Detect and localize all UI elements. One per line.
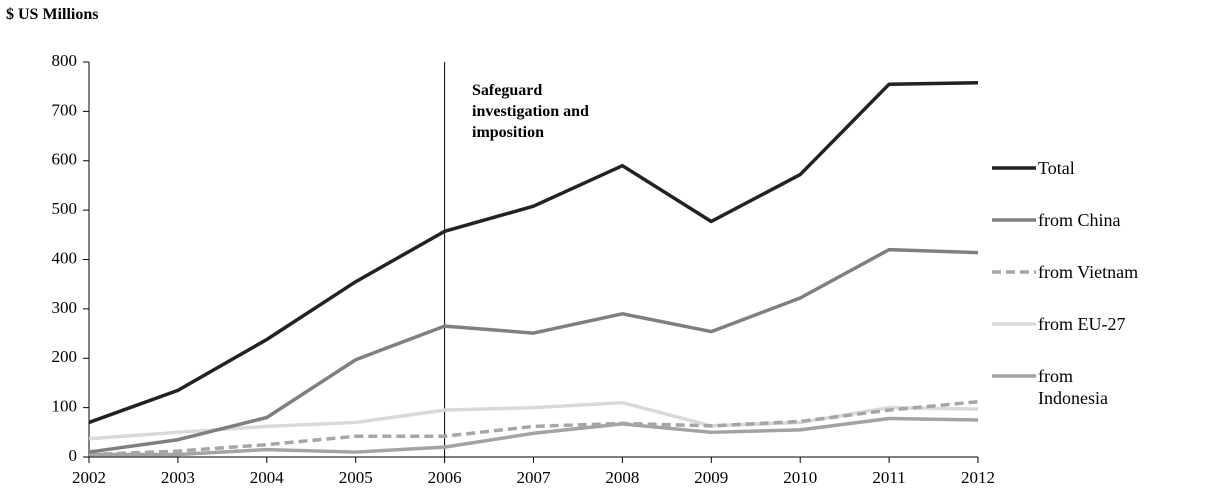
series-line <box>88 247 979 454</box>
annotation: Safeguard investigation and imposition <box>472 82 589 141</box>
y-tick-label: 700 <box>52 100 78 119</box>
y-tick-label: 400 <box>52 248 78 267</box>
x-tick-label: 2003 <box>161 468 195 487</box>
x-tick-label: 2012 <box>961 468 995 487</box>
x-tick-label: 2011 <box>872 468 905 487</box>
y-tick-label: 100 <box>52 397 78 416</box>
x-tick-label: 2004 <box>250 468 285 487</box>
series-line <box>89 416 979 457</box>
legend-item: from Vietnam <box>990 261 1138 313</box>
legend-item: from EU-27 <box>990 313 1138 365</box>
x-tick-label: 2006 <box>428 468 462 487</box>
x-tick-label: 2008 <box>605 468 639 487</box>
legend-item: from China <box>990 209 1138 261</box>
legend-label: from Indonesia <box>1038 366 1108 408</box>
legend-item: from Indonesia <box>990 365 1138 417</box>
legend-item: Total <box>990 157 1138 209</box>
legend-swatch <box>992 218 1036 222</box>
legend-label: Total <box>1038 158 1075 178</box>
y-tick-label: 300 <box>52 298 78 317</box>
x-tick-label: 2009 <box>694 468 728 487</box>
y-axis-label: $ US Millions <box>6 6 99 23</box>
legend-swatch <box>992 374 1036 378</box>
y-tick-label: 600 <box>52 150 78 169</box>
legend-swatch <box>992 270 1036 274</box>
legend-swatch <box>992 322 1036 326</box>
legend-label: from Vietnam <box>1038 262 1139 282</box>
legend-label: from EU-27 <box>1038 314 1126 334</box>
series-line <box>88 80 979 425</box>
legend-swatch <box>992 166 1036 170</box>
y-tick-label: 200 <box>52 347 78 366</box>
y-tick-label: 800 <box>52 51 78 70</box>
x-tick-label: 2010 <box>783 468 817 487</box>
legend: Total from China from Vietnam from EU-27 fro… <box>990 157 1138 417</box>
legend-label: from China <box>1038 210 1121 230</box>
x-tick-label: 2005 <box>339 468 373 487</box>
y-tick-label: 500 <box>52 199 78 218</box>
series-line <box>88 399 979 457</box>
x-tick-label: 2002 <box>72 468 106 487</box>
y-tick-label: 0 <box>69 446 78 465</box>
x-tick-label: 2007 <box>517 468 552 487</box>
